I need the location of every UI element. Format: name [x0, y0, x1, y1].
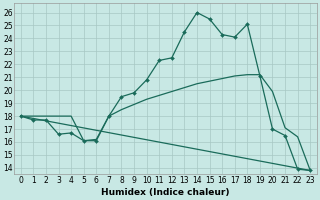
- X-axis label: Humidex (Indice chaleur): Humidex (Indice chaleur): [101, 188, 230, 197]
